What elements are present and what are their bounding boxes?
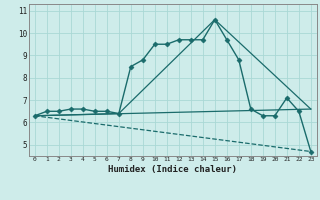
X-axis label: Humidex (Indice chaleur): Humidex (Indice chaleur) xyxy=(108,165,237,174)
